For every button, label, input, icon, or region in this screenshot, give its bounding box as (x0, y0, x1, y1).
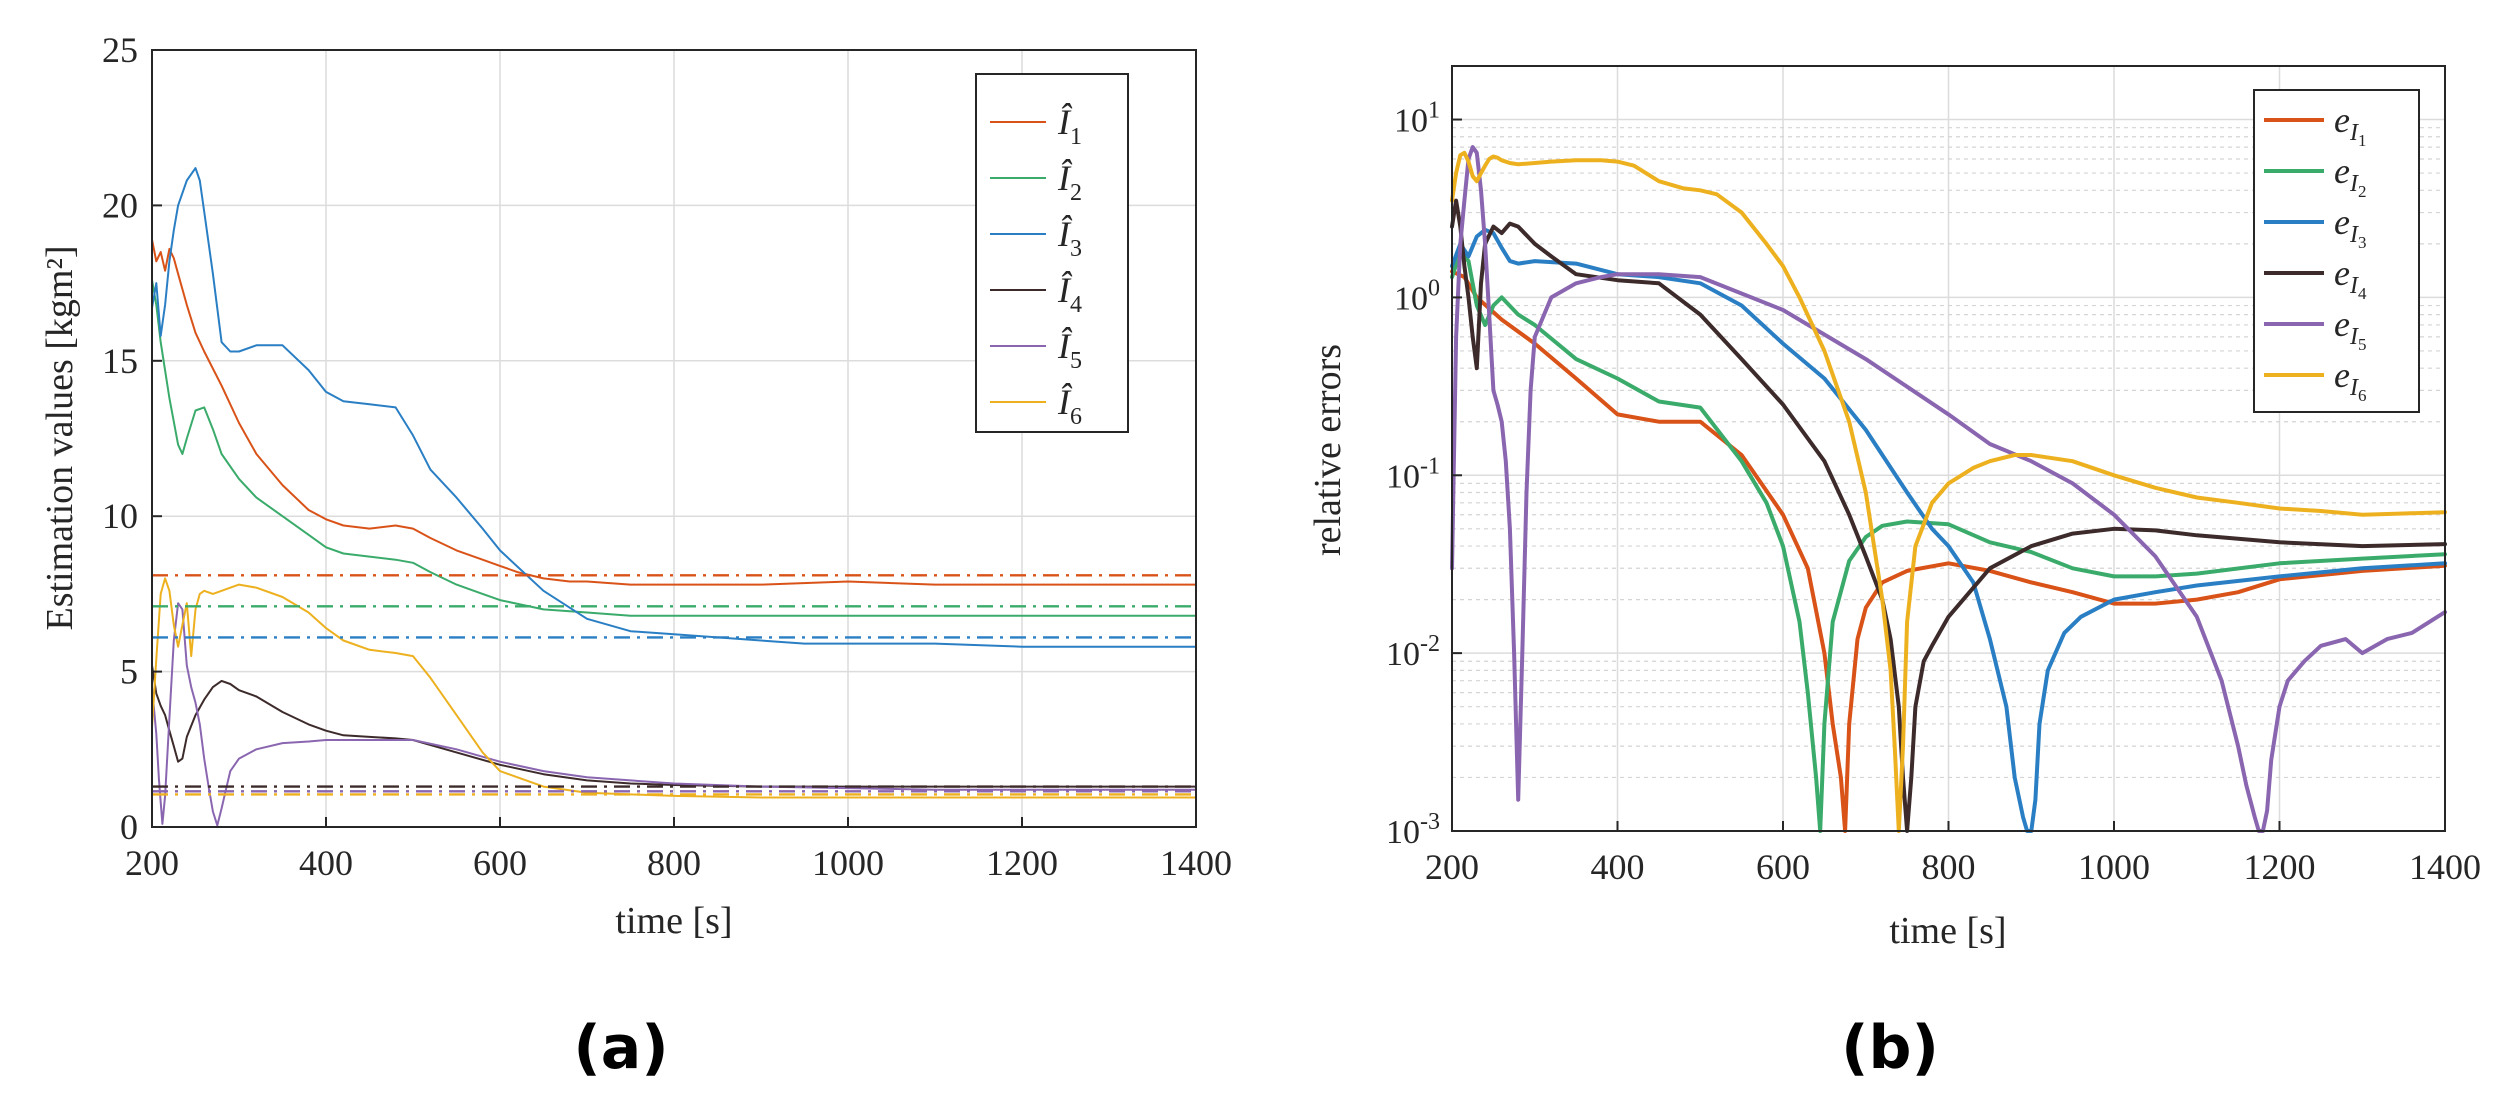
chart-panel-b: 200 400 600 800 1000 1200 1400 10-3 10-2 10-1 100 1… (1307, 65, 2481, 1083)
x-tick-label: 200 (125, 843, 179, 883)
y-tick-label: 15 (102, 341, 138, 381)
legend-entry: Î4 (1057, 270, 1082, 318)
x-tick-label: 400 (299, 843, 353, 883)
y-axis-label-b: relative errors (1307, 344, 1349, 556)
series-line-5 (1450, 145, 2447, 833)
series-line-3 (151, 167, 1197, 648)
y-tick-label: 10-2 (1386, 631, 1440, 673)
x-tick-label: 1400 (2409, 847, 2481, 887)
x-tick-label: 600 (1756, 847, 1810, 887)
panel-label-b: (b) (1841, 1013, 1939, 1083)
y-axis-label-a: Estimation values [kgm²] (39, 246, 81, 631)
series-line-6 (1450, 150, 2447, 833)
y-tick-label: 10-3 (1386, 809, 1440, 851)
y-tick-label: 101 (1394, 98, 1440, 140)
legend-entry: Î2 (1057, 158, 1082, 206)
series-line-2 (1450, 250, 2447, 833)
series-line-1 (151, 238, 1197, 586)
legend-a: Î1 Î2 Î3 Î4 Î5 Î6 (975, 73, 1129, 433)
series-line-1 (1450, 269, 2447, 833)
legend-entry: eI3 (2334, 202, 2366, 252)
series-group-b (1450, 145, 2447, 833)
series-line-3 (1450, 227, 2447, 833)
legend-entry: eI6 (2334, 355, 2366, 405)
legend-box (2253, 89, 2420, 413)
y-tick-label: 100 (1394, 275, 1440, 317)
legend-box (975, 73, 1129, 433)
x-tick-label: 200 (1425, 847, 1479, 887)
x-tick-label: 1200 (986, 843, 1058, 883)
legend-entry: Î1 (1057, 102, 1082, 150)
y-tick-label: 5 (120, 652, 138, 692)
y-tick-label: 20 (102, 185, 138, 225)
x-tick-label: 800 (1922, 847, 1976, 887)
x-axis-label-a: time [s] (615, 900, 732, 942)
series-line-4 (1450, 198, 2447, 833)
y-tick-label: 25 (102, 30, 138, 70)
x-tick-label: 400 (1591, 847, 1645, 887)
ticks-a: 200 400 600 800 1000 1200 1400 0 5 10 15 20 25 (102, 30, 1232, 883)
legend-entry: eI5 (2334, 304, 2366, 354)
series-group-a (151, 167, 1197, 827)
x-axis-label-b: time [s] (1889, 910, 2006, 952)
series-line-6 (151, 577, 1197, 799)
x-tick-label: 1400 (1160, 843, 1232, 883)
legend-entry: eI2 (2334, 151, 2366, 201)
legend-entry: eI4 (2334, 253, 2367, 303)
ticks-b: 200 400 600 800 1000 1200 1400 10-3 10-2 10-1 100 1… (1386, 98, 2481, 887)
y-tick-label: 0 (120, 807, 138, 847)
legend-entry: eI1 (2334, 100, 2366, 150)
y-tick-label: 10-1 (1386, 453, 1440, 495)
x-tick-label: 600 (473, 843, 527, 883)
y-tick-label: 10 (102, 496, 138, 536)
legend-entry: Î6 (1057, 382, 1082, 430)
panel-label-a: (a) (573, 1013, 668, 1083)
x-tick-label: 1000 (812, 843, 884, 883)
series-line-2 (151, 279, 1197, 617)
x-tick-label: 1200 (2244, 847, 2316, 887)
x-tick-label: 800 (647, 843, 701, 883)
x-tick-label: 1000 (2078, 847, 2150, 887)
legend-entry: Î3 (1057, 214, 1082, 262)
legend-entry: Î5 (1057, 326, 1082, 374)
